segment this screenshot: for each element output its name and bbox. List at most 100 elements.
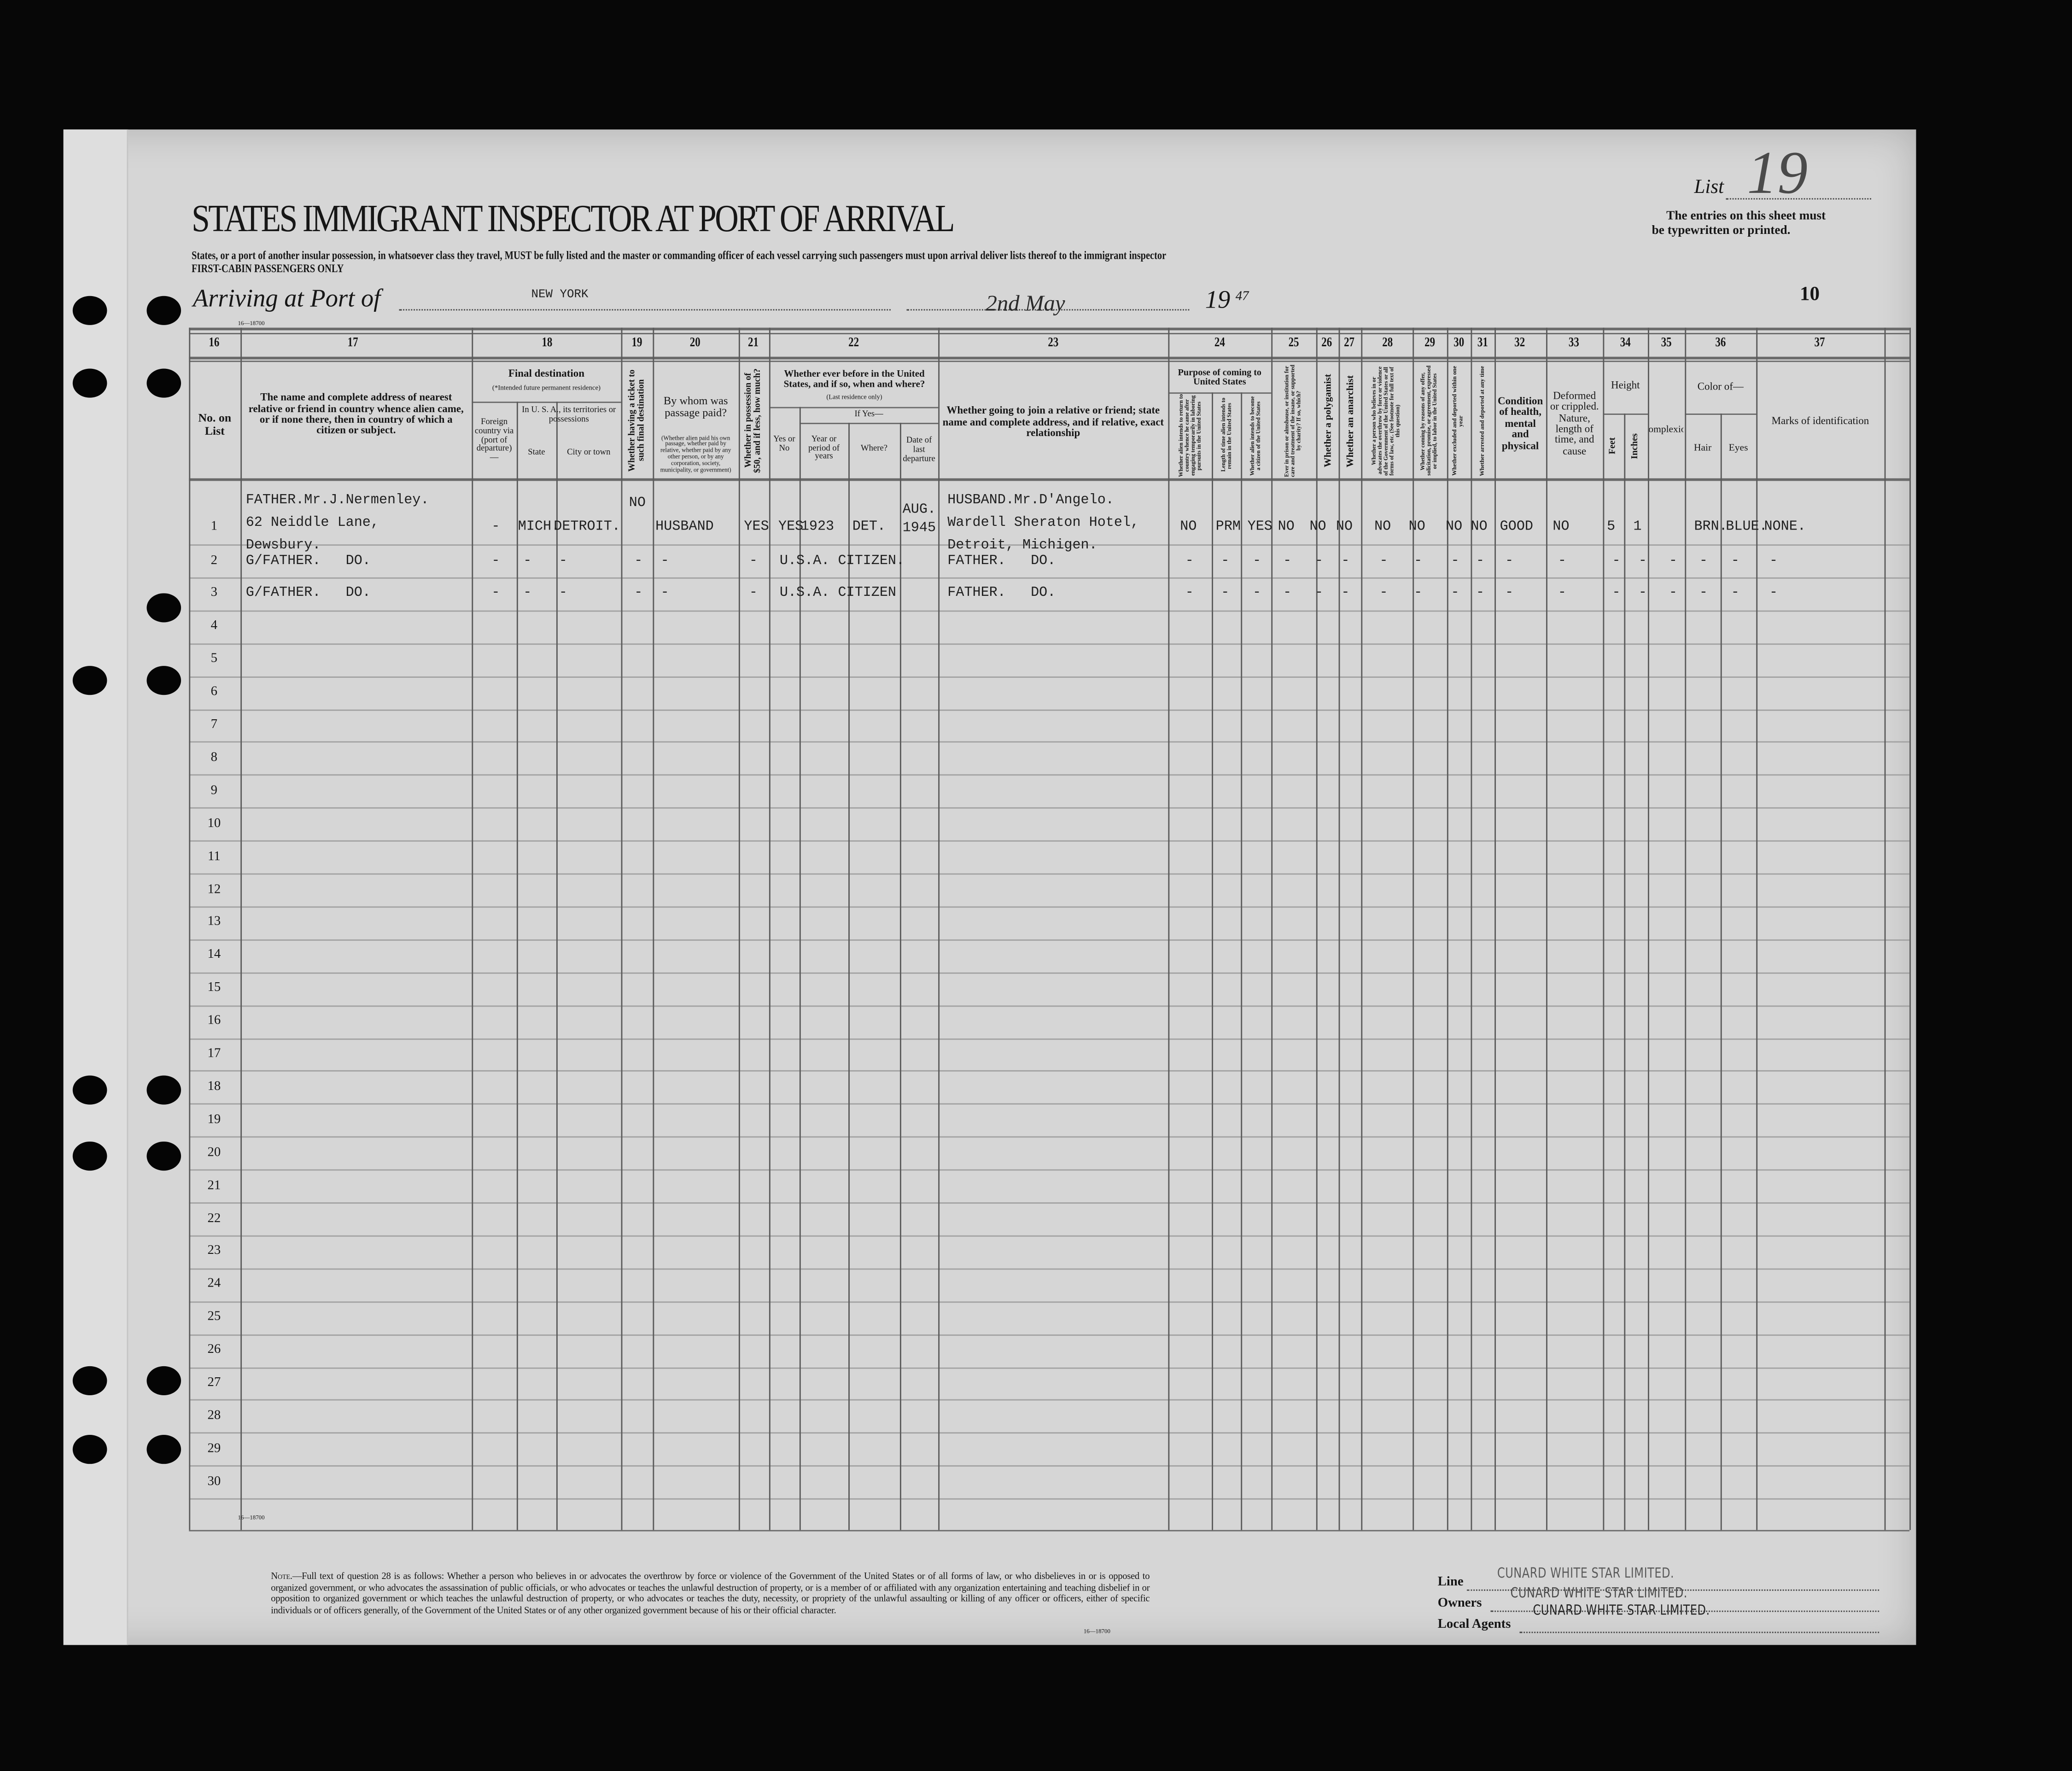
- column-subrule: [1212, 392, 1214, 1530]
- header-h36: Color of—: [1686, 378, 1755, 396]
- row-number: 6: [210, 684, 217, 699]
- header-text: Hair: [1693, 441, 1712, 454]
- cell-c18-state: -: [523, 586, 532, 602]
- owners-stamp: CUNARD WHITE STAR LIMITED.: [1510, 1585, 1687, 1602]
- agents-stamp: CUNARD WHITE STAR LIMITED.: [1533, 1602, 1710, 1619]
- row-number: 25: [207, 1310, 221, 1324]
- header-h36b: Eyes: [1722, 436, 1755, 460]
- class-line: FIRST-CABIN PASSENGERS ONLY: [192, 262, 344, 275]
- punch-hole: [146, 1142, 181, 1171]
- header-text: State: [528, 447, 545, 457]
- cell-c36-hair: -: [1699, 586, 1708, 602]
- cell-c37: NONE.: [1764, 519, 1806, 536]
- row-rule: [189, 676, 1910, 677]
- cell-c33: -: [1558, 553, 1567, 569]
- cell-c25: -: [1283, 553, 1292, 569]
- owners-field-line: [1490, 1610, 1879, 1612]
- header-subrule: [1603, 414, 1648, 415]
- cell-c21: -: [749, 586, 758, 602]
- list-number-line: [1726, 198, 1871, 200]
- row-rule: [189, 1465, 1910, 1467]
- column-number: 34: [1620, 335, 1631, 350]
- header-h33: Deformed or crippled. Nature, length of …: [1547, 386, 1602, 462]
- row-number: 28: [207, 1408, 221, 1423]
- date-line: [906, 309, 1190, 311]
- column-rule: [1756, 327, 1758, 1530]
- relative-address-line: Dewsbury.: [245, 537, 321, 554]
- header-text: Yes or No: [773, 435, 795, 454]
- header-text: Purpose of coming to United States: [1178, 367, 1262, 387]
- punch-hole: [146, 368, 181, 398]
- cell-c22-span: U.S.A. CITIZEN: [779, 586, 897, 602]
- table-rule: [189, 333, 1910, 334]
- arriving-label: Arriving at Port of: [193, 285, 381, 314]
- column-rule: [240, 327, 242, 1530]
- punch-hole: [72, 1435, 107, 1464]
- cell-c26: -: [1314, 586, 1324, 602]
- column-number: 30: [1453, 335, 1465, 350]
- column-number: 28: [1382, 335, 1393, 350]
- header-h22b: Year or period of years: [801, 425, 847, 473]
- header-text: Whether coming by reasons of any offer, …: [1419, 366, 1438, 476]
- cell-c32: -: [1505, 553, 1514, 569]
- header-text: Whether ever before in the United States…: [783, 367, 925, 390]
- year-suffix: 47: [1235, 289, 1249, 304]
- port-line: [399, 309, 891, 311]
- punch-hole: [146, 1435, 181, 1464]
- year-prefix: 19: [1205, 286, 1231, 315]
- row-number: 20: [207, 1145, 221, 1160]
- last-departure-date: 1945: [902, 520, 936, 536]
- footnote: Note.—Full text of question 28 is as fol…: [271, 1571, 1150, 1617]
- cell-c19: -: [634, 586, 643, 602]
- header-text: Inches: [1629, 433, 1640, 459]
- form-instruction: States, or a port of another insular pos…: [192, 248, 1167, 262]
- relative-address-line: G/FATHER. DO.: [245, 586, 371, 602]
- header-text: In U. S. A., its territories or possessi…: [522, 406, 616, 425]
- cell-c24a: -: [1185, 553, 1194, 569]
- cell-c18-city: DETROIT.: [554, 519, 620, 536]
- cell-c34-in: -: [1638, 586, 1647, 602]
- column-rule: [1316, 327, 1318, 1530]
- column-rule: [1884, 327, 1886, 1530]
- last-departure-date: AUG.: [902, 502, 936, 518]
- header-text: (Last residence only): [826, 395, 882, 402]
- header-text: Condition of health, mental and physical: [1497, 395, 1543, 452]
- row-rule: [189, 873, 1910, 875]
- row-number: 15: [207, 980, 221, 996]
- row-rule: [189, 972, 1910, 973]
- header-text: Where?: [861, 443, 888, 453]
- column-number: 22: [848, 335, 859, 350]
- header-text: Eyes: [1728, 441, 1748, 454]
- cell-c19: -: [634, 553, 643, 569]
- punch-hole: [146, 1075, 181, 1105]
- cell-c36-hair: -: [1699, 553, 1708, 569]
- column-number: 20: [689, 335, 700, 350]
- cell-c18-state: MICH.: [518, 519, 560, 536]
- column-number: 31: [1477, 335, 1488, 350]
- column-rule: [1603, 327, 1605, 1530]
- cell-c25: NO: [1278, 519, 1295, 536]
- column-number: 25: [1288, 335, 1299, 350]
- header-h18b: In U. S. A., its territories or possessi…: [518, 404, 620, 428]
- header-h18c: State: [518, 441, 555, 465]
- row-rule: [189, 709, 1910, 711]
- row-number: 19: [207, 1112, 221, 1127]
- header-text: The name and complete address of nearest…: [248, 391, 464, 437]
- relative-address-line: 62 Neiddle Lane,: [245, 515, 379, 531]
- header-h25: Ever in prison or almshouse, or institut…: [1272, 365, 1315, 477]
- header-h19: Whether having a ticket to such final de…: [624, 365, 651, 477]
- cell-c18-foreign: -: [491, 519, 500, 536]
- punch-hole: [72, 1075, 107, 1105]
- header-h22sub: (Last residence only): [772, 394, 937, 404]
- cell-c29: NO: [1408, 519, 1425, 536]
- cell-c18-foreign: -: [491, 586, 500, 602]
- header-text: Marks of identification: [1771, 414, 1869, 427]
- row-number: 12: [207, 882, 221, 897]
- row-rule: [189, 610, 1910, 612]
- row-number: 13: [207, 915, 221, 930]
- header-subrule: [769, 407, 939, 408]
- cell-c20: -: [660, 553, 669, 569]
- header-h35: Complexion: [1649, 409, 1684, 449]
- column-rule: [653, 327, 654, 1530]
